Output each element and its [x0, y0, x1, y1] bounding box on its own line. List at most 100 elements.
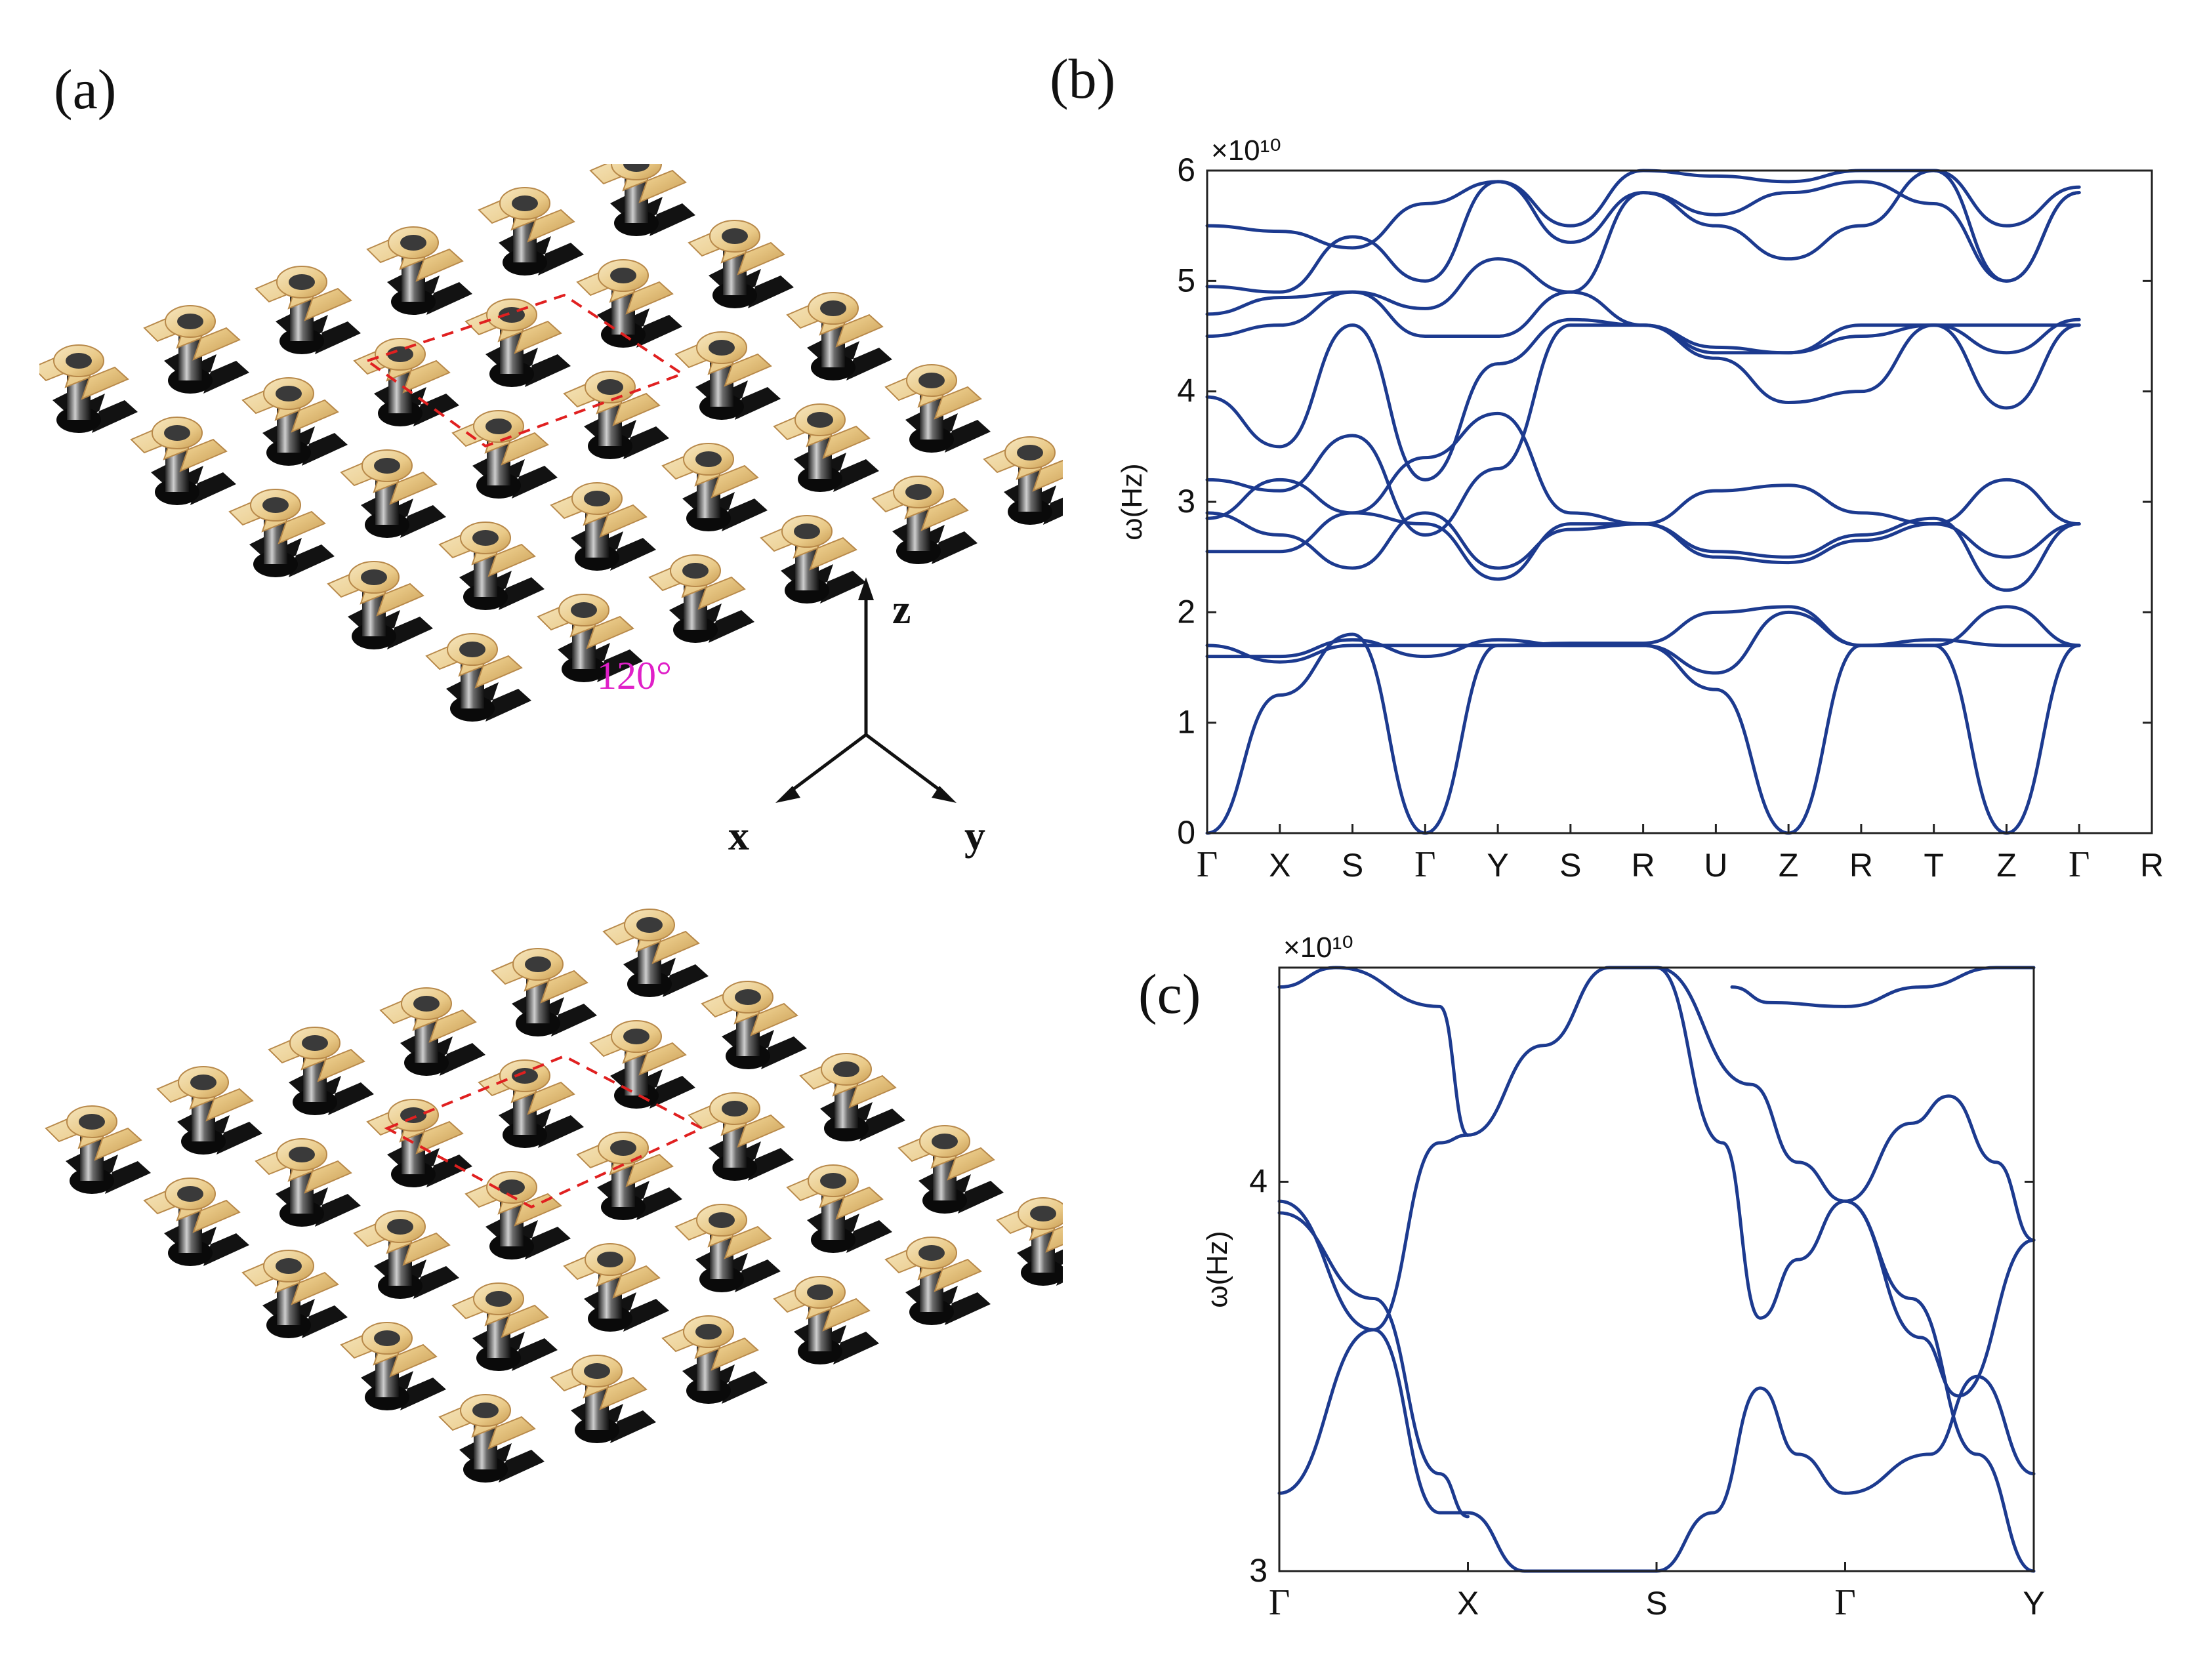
- pillar-hole: [709, 1212, 735, 1228]
- pillar-hole: [499, 1179, 525, 1195]
- band-line: [1205, 290, 2081, 355]
- band-line: [1844, 1199, 2036, 1573]
- pillar-hole: [361, 569, 387, 585]
- band-line: [1655, 1386, 1847, 1573]
- pillar-hole: [709, 340, 735, 356]
- pillar-hole: [918, 1245, 945, 1261]
- pillar-hole: [584, 1363, 610, 1379]
- x-tick-label: S: [1342, 847, 1363, 884]
- x-tick-label: X: [1457, 1585, 1479, 1622]
- band-line: [1205, 605, 2081, 664]
- pillar-hole: [276, 386, 302, 401]
- z-arrow-icon: [858, 577, 874, 600]
- pillar-hole: [695, 1324, 722, 1340]
- pillar-hole: [512, 1068, 538, 1084]
- pillar-hole: [820, 1173, 846, 1189]
- y-axis-title: ω(Hz): [1116, 463, 1148, 540]
- band-line: [1655, 966, 1847, 1203]
- pillar-hole: [79, 1114, 105, 1130]
- pillar-hole: [597, 1252, 623, 1267]
- panel-label-a: (a): [54, 58, 117, 121]
- y-tick-label: 2: [1177, 593, 1195, 630]
- y-tick-label: 3: [1249, 1552, 1267, 1589]
- x-tick-label: Γ: [1197, 844, 1218, 885]
- pillar-hole: [932, 1134, 958, 1149]
- axis-z-label: z: [892, 586, 911, 632]
- pillar-hole: [177, 1186, 203, 1202]
- pillar-hole: [722, 1101, 748, 1117]
- pillar-hole: [177, 314, 203, 329]
- y-tick-label: 3: [1177, 483, 1195, 520]
- x-tick-label: S: [1645, 1585, 1667, 1622]
- pillar-hole: [584, 491, 610, 506]
- pillar-hole: [735, 989, 761, 1005]
- band-line: [1205, 323, 2081, 537]
- band-line: [1277, 1199, 1470, 1515]
- pillar-hole: [525, 956, 551, 972]
- x-tick-label: T: [1924, 847, 1944, 884]
- band-line: [1277, 1133, 1470, 1495]
- upper-lattice: 120°: [39, 164, 1063, 722]
- x-tick-label: Γ: [1414, 844, 1435, 885]
- y-tick-label: 4: [1249, 1162, 1267, 1199]
- band-line: [1844, 966, 2036, 1008]
- pillar-hole: [485, 1291, 512, 1307]
- top-zigzag-layer: [45, 909, 1063, 1450]
- band-line: [1205, 632, 2081, 835]
- pillar-hole: [262, 497, 289, 513]
- y-tick-label: 1: [1177, 704, 1195, 741]
- pillar-hole: [636, 917, 663, 933]
- band-line: [1205, 169, 2081, 250]
- pillar-hole: [722, 228, 748, 244]
- pillar-hole: [400, 1107, 426, 1123]
- y-axis-title: ω(Hz): [1201, 1231, 1233, 1307]
- pillar-hole: [695, 451, 722, 467]
- band-line: [1466, 1511, 1659, 1573]
- band-line: [1205, 180, 2081, 294]
- pillar-hole: [459, 642, 485, 657]
- pillar-hole: [276, 1258, 302, 1274]
- pillar-hole: [610, 1140, 636, 1156]
- x-tick-label: Γ: [1269, 1582, 1290, 1623]
- band-structure-chart-c: 3 4 Γ X S Γ Yω(Hz) ×10¹⁰: [1201, 932, 2045, 1623]
- x-tick-label: Y: [2023, 1585, 2044, 1622]
- pillar-hole: [820, 300, 846, 316]
- band-line: [1730, 985, 1847, 1008]
- pillar-hole: [472, 1403, 499, 1418]
- pillar-hole: [597, 379, 623, 395]
- x-tick-label: Z: [1996, 847, 2017, 884]
- x-tick-label: Γ: [1834, 1582, 1855, 1623]
- x-tick-label: U: [1704, 847, 1727, 884]
- pillar-hole: [1030, 1206, 1056, 1221]
- unit-cell-outline: [384, 1054, 705, 1209]
- y-arrow-icon: [932, 786, 957, 803]
- pillar-hole: [485, 419, 512, 434]
- pillar-hole: [610, 268, 636, 283]
- band-line: [1466, 966, 1659, 1137]
- pillar-hole: [472, 530, 499, 546]
- x-tick-label: S: [1559, 847, 1581, 884]
- pillar-hole: [623, 1029, 649, 1044]
- lower-lattice: [45, 909, 1063, 1483]
- exponent-label: ×10¹⁰: [1211, 134, 1281, 167]
- plot-frame: [1206, 169, 2153, 834]
- band-line: [1205, 411, 2081, 526]
- y-tick-label: 0: [1177, 814, 1195, 851]
- pillar-hole: [794, 523, 820, 539]
- pillar-hole: [571, 602, 597, 618]
- x-tick-label: R: [1632, 847, 1655, 884]
- band-line: [1277, 1211, 1470, 1519]
- pillar-hole: [289, 274, 315, 290]
- pillar-hole: [623, 164, 649, 172]
- top-zigzag-strip: [589, 164, 687, 203]
- pillar-hole: [833, 1061, 859, 1077]
- band-line: [1844, 1094, 2036, 1242]
- pillar-hole: [387, 1219, 413, 1235]
- pillar-hole: [1017, 445, 1043, 461]
- x-tick-label: Z: [1779, 847, 1799, 884]
- plot-frame: [1278, 966, 2035, 1572]
- axis-x-label: x: [728, 812, 749, 859]
- pillar-hole: [400, 235, 426, 251]
- pillar-hole: [682, 563, 709, 579]
- band-line: [1655, 966, 1847, 1320]
